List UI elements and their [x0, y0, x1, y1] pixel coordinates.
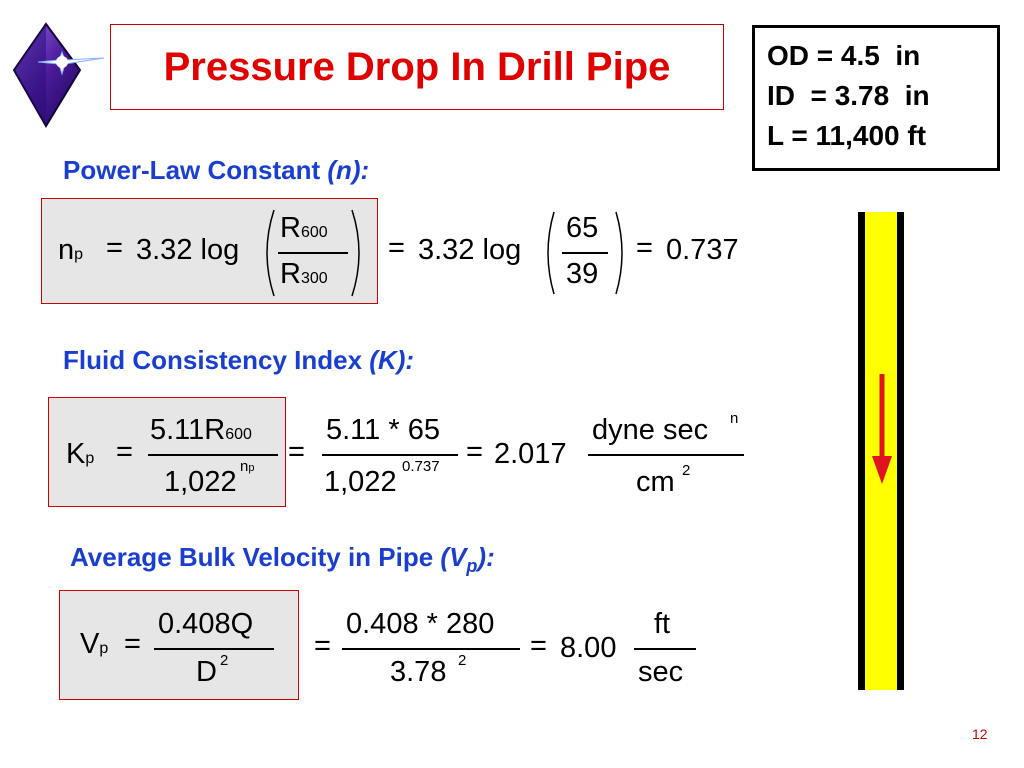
unit-fraction-line: [588, 454, 744, 456]
v-result: 8.00: [560, 632, 617, 664]
v-numerator: 0.408Q: [158, 608, 254, 640]
v-base: V: [80, 628, 100, 660]
heading-symbol: (K):: [369, 345, 415, 375]
unit-num-exponent: n: [730, 410, 739, 427]
equals-2: =: [288, 436, 305, 468]
v-symbol: Vp: [80, 628, 108, 661]
log-coefficient-2: 3.32 log: [418, 234, 522, 266]
unit-numerator: ft: [654, 608, 671, 640]
k-result: 2.017: [494, 438, 567, 470]
equals-3: =: [530, 630, 547, 662]
equals-3: =: [466, 436, 483, 468]
heading-symbol-base: (V: [440, 542, 467, 572]
exp-sub: p: [248, 462, 255, 474]
unit-denominator: cm: [636, 466, 675, 498]
equals-1: =: [116, 436, 133, 468]
heading-symbol: (Vp):: [440, 542, 495, 576]
spec-length: L = 11,400 ft: [767, 120, 927, 151]
heading-symbol-sub: p: [466, 556, 478, 577]
n-base: n: [58, 234, 75, 266]
r600-term: R600: [280, 212, 328, 245]
heading-text: Fluid Consistency Index: [63, 345, 370, 375]
fraction-line: [278, 252, 348, 254]
unit-denominator: sec: [638, 656, 684, 688]
r600-sub: 600: [300, 224, 328, 241]
fraction-line: [148, 454, 278, 456]
k-numerator: 5.11R600: [150, 414, 252, 447]
power-law-heading: Power-Law Constant (n):: [63, 155, 369, 186]
k-denominator-2: 1,022: [324, 466, 397, 498]
v-numerator-2: 0.408 * 280: [346, 608, 495, 640]
n-symbol: np: [58, 234, 83, 267]
fraction-line: [154, 648, 274, 650]
k-num-sub: 600: [225, 426, 252, 443]
numerator-65: 65: [566, 212, 599, 244]
r300-term: R300: [280, 258, 328, 291]
equals-1: =: [106, 232, 123, 264]
k-sub: p: [85, 450, 95, 467]
diamond-star-logo-icon: [12, 22, 105, 128]
page-number: 12: [972, 726, 988, 742]
log-coefficient: 3.32 log: [136, 234, 240, 266]
v-denominator: D: [196, 656, 217, 688]
k-den2-exponent: 0.737: [402, 458, 440, 475]
v-denominator-2: 3.78: [390, 656, 447, 688]
title-box: Pressure Drop In Drill Pipe: [110, 24, 724, 110]
v-den-exponent: 2: [220, 652, 229, 669]
k-denominator: 1,022: [164, 466, 237, 498]
heading-text: Power-Law Constant: [63, 155, 328, 185]
large-parentheses: [266, 209, 360, 297]
denominator-39: 39: [566, 258, 599, 290]
heading-text: Average Bulk Velocity in Pipe: [70, 542, 441, 572]
exp-base: n: [240, 458, 249, 475]
r300-base: R: [280, 258, 301, 290]
formula-box-k: [48, 397, 286, 507]
n-result: 0.737: [666, 234, 739, 266]
v-den2-exponent: 2: [458, 652, 467, 669]
k-base: K: [66, 438, 86, 470]
equals-2: =: [314, 630, 331, 662]
unit-numerator: dyne sec: [592, 414, 709, 446]
spec-od: OD = 4.5 in: [767, 40, 921, 71]
k-num-base: 5.11R: [150, 414, 226, 446]
r300-sub: 300: [300, 270, 328, 287]
fraction-line-2: [322, 454, 458, 456]
v-sub: p: [99, 640, 109, 657]
fraction-line-2: [342, 648, 520, 650]
unit-den-exponent: 2: [682, 462, 691, 479]
r600-base: R: [280, 212, 301, 244]
velocity-heading: Average Bulk Velocity in Pipe (Vp):: [70, 542, 495, 577]
flow-down-arrow-icon: [872, 374, 892, 484]
equals-2: =: [388, 232, 405, 264]
unit-fraction-line: [634, 648, 696, 650]
slide-title: Pressure Drop In Drill Pipe: [163, 44, 671, 89]
k-den-exponent: np: [240, 458, 254, 475]
parentheses-2: [547, 211, 623, 295]
formula-box-v: [59, 590, 299, 700]
pipe-specs-box: OD = 4.5 in ID = 3.78 in L = 11,400 ft: [752, 25, 1000, 171]
equals-1: =: [124, 628, 141, 660]
consistency-heading: Fluid Consistency Index (K):: [63, 345, 414, 376]
spec-id: ID = 3.78 in: [767, 80, 930, 111]
n-sub: p: [74, 246, 84, 263]
k-symbol: Kp: [66, 438, 94, 471]
fraction-line-2: [562, 252, 608, 254]
formula-box-n: [41, 198, 378, 304]
heading-symbol: (n):: [327, 155, 370, 185]
k-numerator-2: 5.11 * 65: [326, 414, 440, 446]
heading-symbol-end: ):: [477, 542, 495, 572]
equals-3: =: [636, 232, 653, 264]
